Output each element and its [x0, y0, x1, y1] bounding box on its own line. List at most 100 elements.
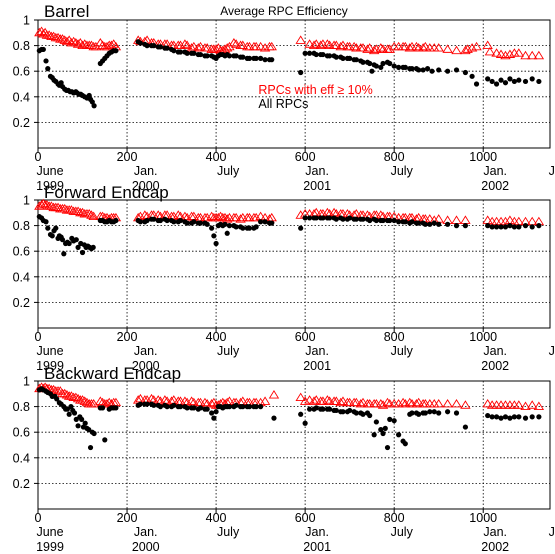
panel-title: Forward Endcap [44, 183, 169, 202]
data-point-triangle [72, 39, 84, 48]
data-point-triangle [79, 39, 90, 48]
data-point-circle [489, 224, 495, 230]
data-point-triangle [173, 210, 184, 219]
data-point-triangle [397, 397, 409, 407]
data-point-circle [360, 216, 366, 222]
data-point-triangle [195, 41, 206, 51]
data-point-circle [226, 223, 233, 229]
data-point-triangle [335, 41, 346, 51]
data-point-circle [327, 215, 333, 221]
data-point-circle [396, 432, 402, 438]
data-point-triangle [509, 400, 520, 409]
data-point-circle [75, 244, 81, 250]
data-point-triangle [206, 211, 217, 221]
data-point-circle [522, 415, 529, 421]
data-point-circle [409, 410, 415, 416]
data-point-triangle [364, 43, 375, 52]
data-point-circle [302, 215, 308, 221]
data-point-circle [151, 43, 157, 49]
data-point-circle [99, 405, 106, 411]
data-point-circle [529, 76, 535, 82]
data-point-circle [498, 77, 504, 83]
data-point-triangle [504, 400, 516, 409]
data-point-triangle [337, 396, 349, 405]
data-point-triangle [451, 45, 462, 55]
data-point-circle [367, 60, 373, 67]
data-point-triangle [400, 398, 411, 408]
data-point-circle [507, 76, 513, 82]
data-point-circle [197, 405, 204, 411]
x-tick-label: 400 [206, 150, 227, 164]
data-point-circle [79, 416, 85, 422]
data-point-triangle [533, 401, 545, 410]
data-point-triangle [228, 37, 240, 47]
x-tick-label: 1000 [469, 330, 497, 344]
panel-title: Barrel [44, 2, 89, 21]
data-point-triangle [86, 40, 97, 49]
year-label: 2002 [481, 179, 509, 193]
data-point-circle [211, 233, 217, 239]
data-point-triangle [462, 44, 473, 53]
data-point-circle [91, 103, 97, 109]
data-point-circle [402, 441, 408, 447]
data-point-circle [320, 215, 326, 221]
data-point-circle [222, 221, 228, 227]
data-point-triangle [311, 395, 322, 404]
data-point-triangle [52, 32, 64, 42]
data-point-triangle [417, 43, 429, 52]
data-point-circle [536, 223, 542, 229]
data-point-triangle [491, 216, 502, 226]
data-point-triangle [460, 45, 471, 55]
data-point-triangle [393, 398, 404, 408]
data-point-circle [453, 410, 460, 416]
year-label: 2001 [303, 540, 331, 554]
data-point-circle [402, 219, 408, 225]
data-point-circle [489, 414, 495, 420]
month-label: July [549, 344, 555, 358]
x-tick-label: 1000 [469, 511, 497, 525]
data-point-circle [511, 78, 517, 85]
month-label: Jan. [483, 525, 507, 539]
year-label: 2002 [481, 540, 509, 554]
data-point-circle [340, 409, 346, 415]
data-point-triangle [88, 398, 99, 408]
data-point-circle [233, 402, 239, 408]
data-point-circle [113, 48, 119, 54]
data-point-triangle [77, 207, 88, 217]
data-point-triangle [108, 39, 119, 48]
x-tick-label: 200 [117, 150, 138, 164]
data-point-circle [79, 249, 86, 256]
year-label: 1999 [36, 540, 64, 554]
data-point-circle [253, 55, 259, 62]
data-point-triangle [533, 50, 545, 60]
data-point-triangle [295, 392, 306, 402]
data-point-triangle [219, 44, 231, 53]
data-point-circle [445, 409, 451, 415]
data-point-triangle [66, 205, 77, 214]
data-point-triangle [322, 39, 333, 48]
data-point-triangle [513, 48, 525, 57]
x-tick-label: 1000 [469, 150, 497, 164]
x-tick-label: 600 [295, 511, 316, 525]
data-point-circle [469, 73, 475, 79]
data-point-circle [502, 414, 509, 420]
data-point-triangle [206, 398, 217, 408]
data-point-triangle [188, 41, 200, 51]
data-point-triangle [95, 37, 106, 47]
data-point-circle [171, 402, 177, 408]
data-point-triangle [382, 397, 393, 407]
data-point-circle [302, 420, 308, 426]
data-point-triangle [213, 43, 224, 52]
data-point-circle [380, 217, 386, 224]
data-point-circle [246, 225, 253, 231]
data-point-circle [226, 404, 233, 410]
data-point-circle [367, 412, 373, 419]
data-point-circle [522, 78, 529, 85]
data-point-triangle [411, 398, 422, 408]
data-point-circle [82, 420, 88, 426]
data-point-circle [536, 414, 542, 420]
data-point-circle [498, 415, 504, 421]
panel-title: Backward Endcap [44, 364, 181, 383]
month-label: Jan. [483, 164, 507, 178]
month-label: July [391, 164, 414, 178]
